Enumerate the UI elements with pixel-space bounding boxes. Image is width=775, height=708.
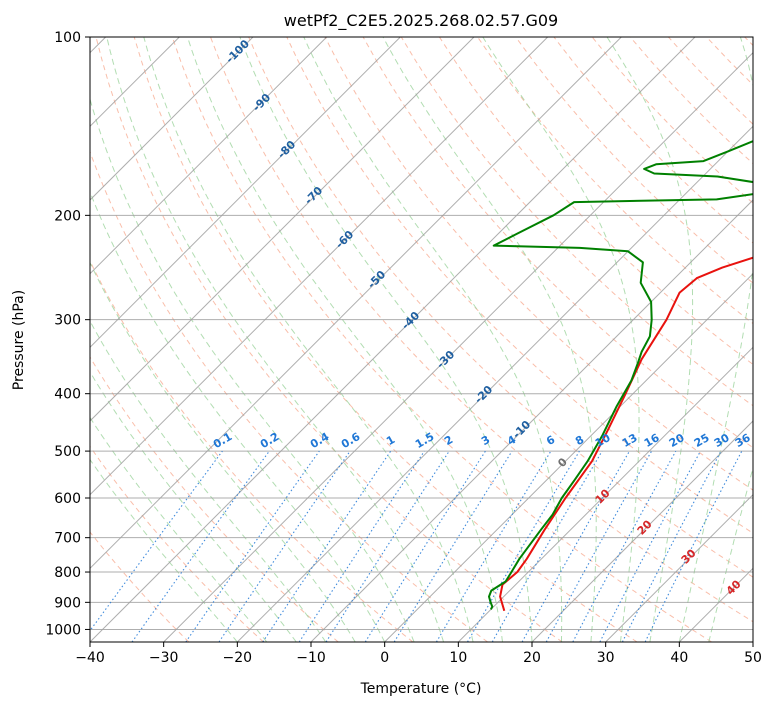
x-tick-label: −30 [149,650,179,666]
isotherm-line [236,125,753,642]
y-tick-label: 1000 [45,622,81,638]
y-tick-label: 200 [54,208,81,224]
mixing-ratio-line [298,450,425,642]
y-tick-label: 800 [54,565,81,581]
dry-adiabat-line [438,37,753,366]
isotherm-line [90,37,549,496]
dry-adiabat-line [90,356,339,642]
isotherm-line [90,37,254,201]
moist-adiabat-line [106,37,445,642]
moist-adiabat-line [708,465,753,642]
isotherm-line [531,420,753,642]
dry-adiabat-line [515,37,753,284]
x-tick-label: −20 [223,650,253,666]
x-tick-label: −40 [75,650,105,666]
moist-adiabat-line [90,190,386,642]
moist-adiabat-line [90,458,238,642]
y-tick-label: 100 [54,30,81,46]
dry-adiabat-line [90,445,264,642]
moist-adiabat-line [239,37,533,642]
y-tick-label: 400 [54,387,81,403]
moist-adiabat-line [90,261,356,642]
mixing-ratio-line [545,450,653,642]
y-tick-label: 600 [54,491,81,507]
moist-adiabat-line [90,416,268,642]
mixing-ratio-line [644,450,743,642]
isotherm-line [90,37,696,642]
dry-adiabat-line [95,37,563,642]
isotherm-line [90,37,401,349]
x-tick-label: 50 [744,650,762,666]
moist-adiabat-line [90,320,327,642]
mixing-ratio-line [393,450,513,642]
dry-adiabat-line [133,37,638,642]
plot-area [90,37,753,642]
x-tick-label: 10 [449,650,467,666]
mixing-ratio-line [325,450,450,642]
dewpoint-line [488,140,753,610]
moist-adiabat-line [90,370,297,642]
mixing-ratio-line [572,450,677,642]
dry-adiabat-line [90,150,488,642]
moist-adiabat-line [303,37,563,642]
chart-title: wetPf2_C2E5.2025.268.02.57.G09 [284,11,558,31]
series-layer [488,140,753,612]
isotherm-line [384,272,753,642]
moist-adiabat-line [482,37,640,642]
y-tick-label: 500 [54,444,81,460]
isotherm-line [90,37,475,422]
moist-adiabat-line [678,37,753,642]
ticks-layer: −40 −30 −20 −10 0 10 20 30 40 50 100 200 300 400 500 60… [45,30,762,666]
moist-adiabat-line [187,37,503,642]
x-tick-label: 40 [670,650,688,666]
isotherm-line [163,51,753,642]
temperature-line [499,256,753,612]
dry-adiabat-line [210,37,753,623]
isotherm-line [605,493,753,642]
mixing-ratio-line [218,450,351,642]
y-axis-title: Pressure (hPa) [11,290,27,390]
isotherm-line [90,37,328,275]
mixing-ratio-line [185,450,320,642]
y-tick-label: 700 [54,531,81,547]
dry-adiabat-line [248,37,753,578]
isotherm-line [310,199,753,642]
isotherm-line [457,346,753,642]
y-tick-label: 300 [54,313,81,329]
mixing-ratio-line [90,450,223,632]
background-lines [90,37,753,642]
dry-adiabat-line [90,531,190,642]
mixing-ratio-line [521,450,630,642]
dry-adiabat-line [400,37,753,407]
moist-adiabat-line [143,37,474,642]
y-tick-label: 900 [54,595,81,611]
dry-adiabat-line [171,37,712,642]
moist-adiabat-line [382,37,597,642]
mixing-ratio-line [262,450,392,642]
x-tick-label: 20 [523,650,541,666]
isotherm-line [90,37,622,570]
x-axis-title: Temperature (°C) [360,681,482,697]
plot-frame [89,36,754,643]
x-tick-label: 0 [380,650,389,666]
x-tick-label: −10 [296,650,326,666]
mixing-ratio-line [131,450,270,642]
x-tick-label: 30 [597,650,615,666]
